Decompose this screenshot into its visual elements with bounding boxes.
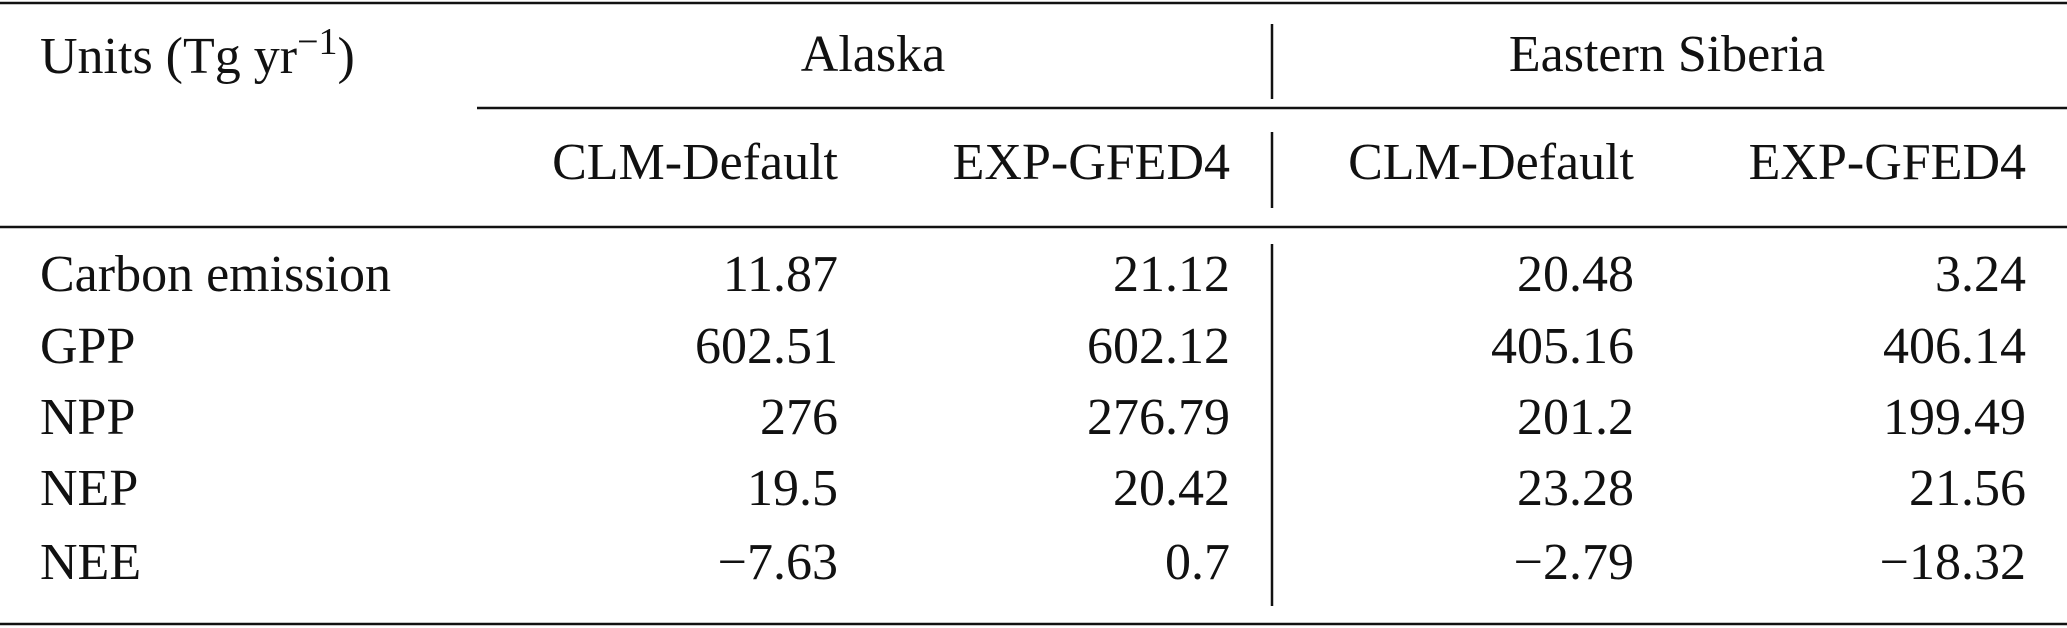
cell-value: 602.12 xyxy=(1087,318,1230,375)
row-label: GPP xyxy=(40,318,135,375)
units-exponent: −1 xyxy=(297,21,337,63)
cell-value: −18.32 xyxy=(1880,534,2026,591)
row-label: NEE xyxy=(40,534,141,591)
group-header: Alaska xyxy=(801,26,945,83)
column-header: EXP-GFED4 xyxy=(953,134,1230,191)
cell-value: 199.49 xyxy=(1883,389,2026,446)
cell-value: 21.12 xyxy=(1113,246,1230,303)
cell-value: −7.63 xyxy=(718,534,838,591)
group-header: Eastern Siberia xyxy=(1509,26,1825,83)
units-text: Units (Tg yr xyxy=(40,28,297,85)
cell-value: 21.56 xyxy=(1909,460,2026,517)
cell-value: 19.5 xyxy=(747,460,838,517)
cell-value: 276.79 xyxy=(1087,389,1230,446)
cell-value: 276 xyxy=(760,389,838,446)
cell-value: 3.24 xyxy=(1935,246,2026,303)
column-header: CLM-Default xyxy=(552,134,838,191)
column-header: EXP-GFED4 xyxy=(1749,134,2026,191)
units-close: ) xyxy=(338,28,355,85)
cell-value: 406.14 xyxy=(1883,318,2026,375)
row-label: NPP xyxy=(40,389,135,446)
units-label: Units (Tg yr−1) xyxy=(40,21,355,85)
cell-value: 201.2 xyxy=(1517,389,1634,446)
cell-value: 11.87 xyxy=(723,246,838,303)
cell-value: 20.42 xyxy=(1113,460,1230,517)
column-header: CLM-Default xyxy=(1348,134,1634,191)
cell-value: 20.48 xyxy=(1517,246,1634,303)
cell-value: 405.16 xyxy=(1491,318,1634,375)
row-label: Carbon emission xyxy=(40,246,391,303)
cell-value: 0.7 xyxy=(1165,534,1230,591)
cell-value: −2.79 xyxy=(1514,534,1634,591)
row-label: NEP xyxy=(40,460,138,517)
cell-value: 602.51 xyxy=(695,318,838,375)
cell-value: 23.28 xyxy=(1517,460,1634,517)
